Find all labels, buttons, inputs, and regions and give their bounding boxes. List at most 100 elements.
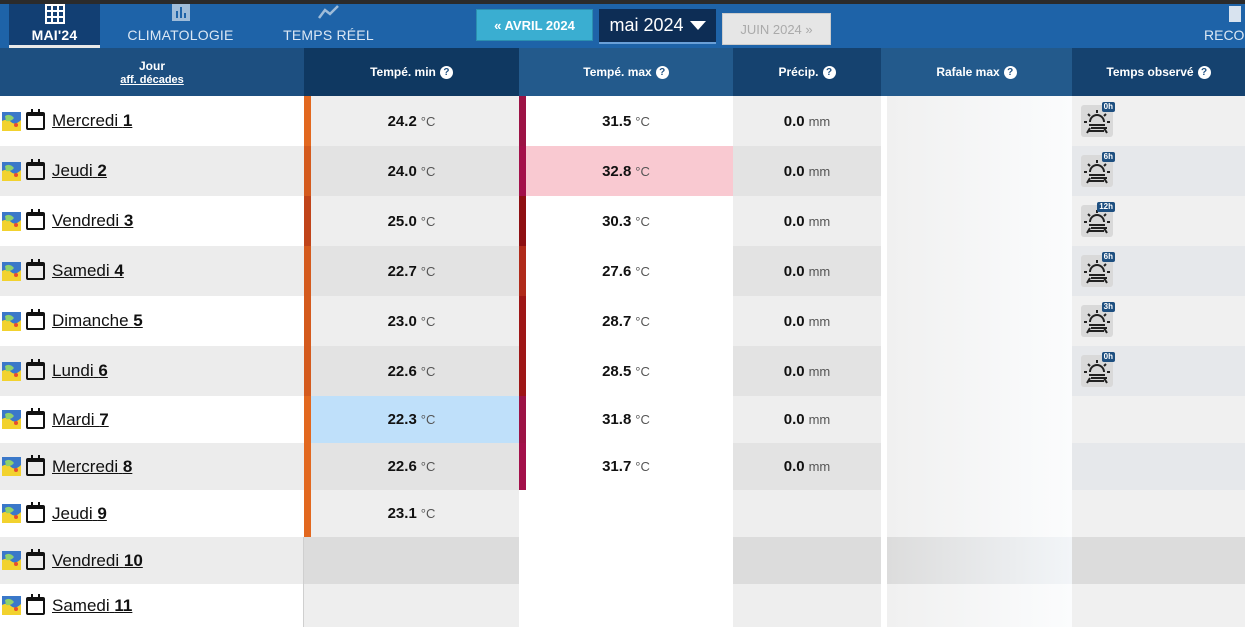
calendar-icon[interactable]	[26, 309, 45, 330]
calendar-icon[interactable]	[26, 359, 45, 380]
day-cell: Mercredi 1	[0, 96, 304, 146]
day-link[interactable]: Lundi 6	[52, 361, 108, 381]
precip-value: 0.0	[783, 112, 805, 130]
tmax-unit: °C	[635, 163, 650, 179]
observed-weather-button[interactable]: 6h	[1081, 252, 1115, 287]
weather-map-icon[interactable]	[2, 596, 21, 615]
help-icon[interactable]: ?	[822, 65, 836, 79]
calendar-icon[interactable]	[26, 548, 45, 570]
tmax-cell: 31.5 °C	[519, 96, 733, 146]
day-link[interactable]: Jeudi 9	[52, 504, 107, 524]
observed-weather-button[interactable]: 0h	[1081, 352, 1115, 387]
day-cell: Samedi 11	[0, 584, 304, 627]
day-weekday: Vendredi	[52, 550, 120, 570]
tab-temps-reel-label: TEMPS RÉEL	[283, 27, 374, 43]
observed-time-badge: 0h	[1101, 102, 1115, 112]
day-link[interactable]: Samedi 4	[52, 261, 124, 281]
tab-month[interactable]: MAI'24	[9, 4, 100, 48]
gust-cell	[881, 443, 1072, 490]
month-select[interactable]: mai 2024	[599, 9, 716, 44]
tmax-value: 27.6	[602, 262, 632, 280]
day-link[interactable]: Mardi 7	[52, 410, 109, 430]
col-tmin-label: Tempé. min	[370, 65, 436, 79]
precip-unit: mm	[808, 163, 831, 179]
day-weekday: Vendredi	[52, 211, 120, 230]
day-cell: Vendredi 10	[0, 537, 304, 584]
observed-weather-button[interactable]: 3h	[1081, 302, 1115, 337]
calendar-icon[interactable]	[26, 109, 45, 130]
tmin-unit: °C	[420, 263, 436, 279]
tmax-cell: 28.7 °C	[519, 296, 733, 346]
precip-cell: 0.0 mm	[733, 396, 881, 443]
tmin-bar	[304, 146, 311, 196]
weather-map-icon[interactable]	[2, 111, 21, 131]
gust-cell	[881, 246, 1072, 296]
observed-cell: 0h	[1072, 96, 1245, 146]
day-link[interactable]: Jeudi 2	[52, 161, 107, 181]
day-link[interactable]: Samedi 11	[52, 596, 132, 616]
tmax-bar	[519, 246, 526, 296]
sun-haze-icon	[1084, 110, 1110, 134]
tmin-bar	[304, 96, 311, 146]
calendar-icon[interactable]	[26, 209, 45, 230]
calendar-icon[interactable]	[26, 159, 45, 180]
prev-month-button[interactable]: « AVRIL 2024	[476, 9, 593, 41]
decades-link[interactable]: aff. décades	[120, 73, 184, 86]
day-link[interactable]: Mercredi 8	[52, 457, 132, 477]
weather-map-icon[interactable]	[2, 311, 21, 331]
tab-records-label: RECO	[1204, 27, 1245, 43]
table-row: Mercredi 1 24.2 °C 31.5 °C 0.0 mm 0h	[0, 96, 1245, 146]
day-number: 8	[122, 456, 133, 476]
day-link[interactable]: Dimanche 5	[52, 311, 143, 331]
weather-map-icon[interactable]	[2, 551, 21, 570]
precip-unit: mm	[808, 313, 831, 329]
table-row: Vendredi 10	[0, 537, 1245, 584]
tmax-value: 30.3	[602, 212, 632, 230]
tmin-value: 24.2	[387, 112, 417, 130]
help-icon[interactable]: ?	[655, 65, 669, 79]
tmin-value: 22.6	[387, 362, 417, 380]
tab-temps-reel[interactable]: TEMPS RÉEL	[278, 4, 379, 48]
observed-weather-button[interactable]: 0h	[1081, 102, 1115, 137]
tmin-cell: 22.7 °C	[304, 246, 519, 296]
calendar-icon[interactable]	[26, 501, 45, 523]
tmax-value: 31.8	[602, 411, 632, 428]
tmax-unit: °C	[635, 412, 650, 427]
sun-haze-icon	[1084, 360, 1110, 384]
calendar-icon[interactable]	[26, 407, 45, 429]
top-nav-bar: MAI'24 CLIMATOLOGIE TEMPS RÉEL « AVRIL 2…	[0, 0, 1245, 48]
day-number: 5	[133, 311, 143, 330]
weather-map-icon[interactable]	[2, 261, 21, 281]
observed-cell	[1072, 443, 1245, 490]
observed-weather-button[interactable]: 12h	[1081, 202, 1115, 237]
calendar-icon[interactable]	[26, 454, 45, 476]
table-row: Samedi 11	[0, 584, 1245, 627]
weather-map-icon[interactable]	[2, 211, 21, 231]
weather-map-icon[interactable]	[2, 457, 21, 476]
day-link[interactable]: Vendredi 10	[52, 551, 143, 571]
sun-haze-icon	[1084, 310, 1110, 334]
help-icon[interactable]: ?	[439, 65, 453, 79]
tmin-bar	[304, 346, 311, 396]
calendar-icon[interactable]	[26, 259, 45, 280]
day-link[interactable]: Vendredi 3	[52, 211, 133, 231]
calendar-icon[interactable]	[26, 593, 45, 615]
weather-map-icon[interactable]	[2, 361, 21, 381]
tab-climatologie-label: CLIMATOLOGIE	[127, 27, 234, 43]
help-icon[interactable]: ?	[1003, 65, 1017, 79]
tab-climatologie[interactable]: CLIMATOLOGIE	[121, 4, 240, 48]
day-link[interactable]: Mercredi 1	[52, 111, 132, 131]
day-cell: Samedi 4	[0, 246, 304, 296]
observed-weather-button[interactable]: 6h	[1081, 152, 1115, 187]
tmin-cell: 23.1 °C	[304, 490, 519, 537]
help-icon[interactable]: ?	[1197, 65, 1211, 79]
observed-time-badge: 6h	[1101, 152, 1115, 162]
weather-map-icon[interactable]	[2, 410, 21, 429]
day-number: 3	[123, 211, 134, 230]
precip-value: 0.0	[783, 162, 805, 180]
observed-cell: 6h	[1072, 146, 1245, 196]
weather-map-icon[interactable]	[2, 161, 21, 181]
tmax-bar	[519, 196, 526, 246]
col-day-label: Jour	[138, 58, 165, 73]
weather-map-icon[interactable]	[2, 504, 21, 523]
